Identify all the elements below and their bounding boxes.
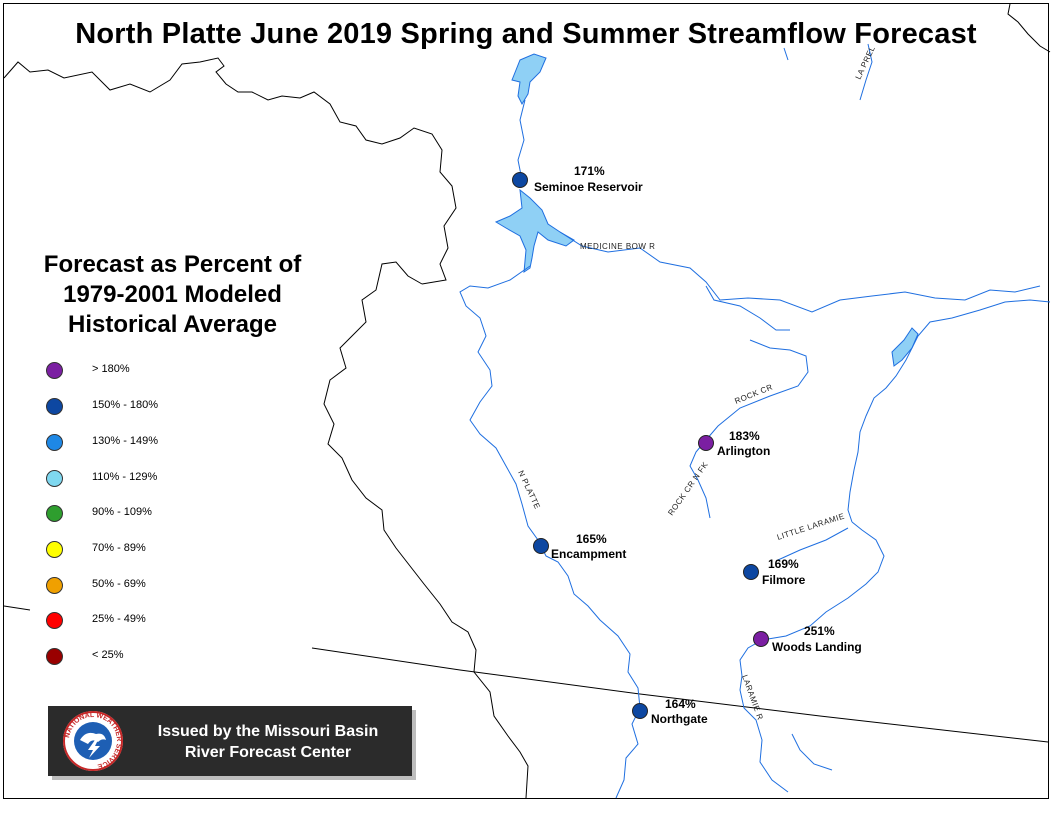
station-name: Seminoe Reservoir	[534, 180, 643, 194]
rock-creek-nfk	[689, 439, 711, 519]
laramie-upper	[847, 299, 1051, 523]
legend-swatch	[46, 505, 63, 522]
legend-label: 130% - 149%	[92, 435, 159, 447]
legend-label: 110% - 129%	[92, 471, 158, 483]
legend-label: > 180%	[92, 363, 130, 375]
trib-laprele	[859, 43, 873, 101]
trib-top	[783, 47, 789, 61]
legend-swatch	[46, 362, 63, 379]
legend-label: < 25%	[92, 649, 124, 661]
legend-label: 150% - 180%	[92, 399, 159, 411]
station-marker[interactable]	[743, 564, 759, 580]
trib-1	[705, 285, 790, 331]
station-percent: 183%	[729, 429, 760, 443]
legend-swatch	[46, 612, 63, 629]
river-label-medicine-bow: MEDICINE BOW R	[580, 242, 655, 251]
upper-reservoir-east	[891, 327, 919, 367]
station-percent: 169%	[768, 557, 799, 571]
station-marker[interactable]	[632, 703, 648, 719]
legend-swatch	[46, 434, 63, 451]
issuer-banner: NATIONAL WEATHER SERVICE Issued by the M…	[48, 706, 412, 776]
legend-label: 70% - 89%	[92, 542, 146, 554]
station-percent: 251%	[804, 624, 835, 638]
banner-line: Issued by the Missouri Basin	[157, 723, 379, 740]
laramie-lower	[739, 639, 789, 793]
rock-creek	[705, 339, 809, 441]
river-label-laramie: LARAMIE R	[740, 674, 765, 722]
station-percent: 164%	[665, 697, 696, 711]
station-marker[interactable]	[753, 631, 769, 647]
station-percent: 165%	[576, 532, 607, 546]
seminoe-reservoir	[494, 188, 575, 273]
little-laramie	[761, 521, 885, 641]
state-line	[311, 647, 1049, 743]
banner-line: River Forecast Center	[184, 744, 352, 761]
river-label-n-platte: N PLATTE	[516, 469, 542, 511]
boundary-west	[323, 261, 529, 799]
legend-swatch	[46, 577, 63, 594]
trib-lower-right	[791, 733, 833, 771]
boundary-top-right	[1007, 3, 1051, 53]
legend-title-line: Forecast as Percent of	[43, 251, 302, 278]
legend-title: Forecast as Percent of 1979-2001 Modeled…	[20, 250, 325, 340]
legend-title-line: Historical Average	[68, 311, 277, 338]
legend-label: 50% - 69%	[92, 578, 146, 590]
legend-title-line: 1979-2001 Modeled	[63, 281, 282, 308]
river-label-rock-cr-nfk: ROCK CR N FK	[666, 460, 710, 517]
boundary-north	[3, 57, 457, 285]
station-name: Woods Landing	[772, 640, 862, 654]
boundary-left-stub	[3, 605, 31, 611]
station-name: Northgate	[651, 712, 708, 726]
map-frame	[3, 3, 1049, 799]
banner-text: Issued by the Missouri Basin River Forec…	[148, 721, 388, 763]
legend-label: 90% - 109%	[92, 506, 152, 518]
river-label-little-laramie: LITTLE LARAMIE	[776, 512, 846, 542]
little-laramie-west	[777, 527, 849, 561]
station-marker[interactable]	[533, 538, 549, 554]
legend-swatch	[46, 398, 63, 415]
nws-logo-icon: NATIONAL WEATHER SERVICE	[63, 711, 123, 771]
legend-label: 25% - 49%	[92, 613, 146, 625]
map-title: North Platte June 2019 Spring and Summer…	[75, 18, 977, 50]
station-name: Encampment	[551, 547, 627, 561]
legend-swatch	[46, 648, 63, 665]
station-percent: 171%	[574, 164, 605, 178]
legend-swatch	[46, 541, 63, 558]
north-platte-main	[459, 265, 641, 799]
medicine-bow-river	[559, 231, 1041, 313]
north-platte-upper	[517, 99, 526, 181]
station-name: Filmore	[762, 573, 806, 587]
station-name: Arlington	[717, 444, 771, 458]
pathfinder-reservoir	[511, 53, 547, 106]
legend-swatch	[46, 470, 63, 487]
station-marker[interactable]	[512, 172, 528, 188]
station-marker[interactable]	[698, 435, 714, 451]
